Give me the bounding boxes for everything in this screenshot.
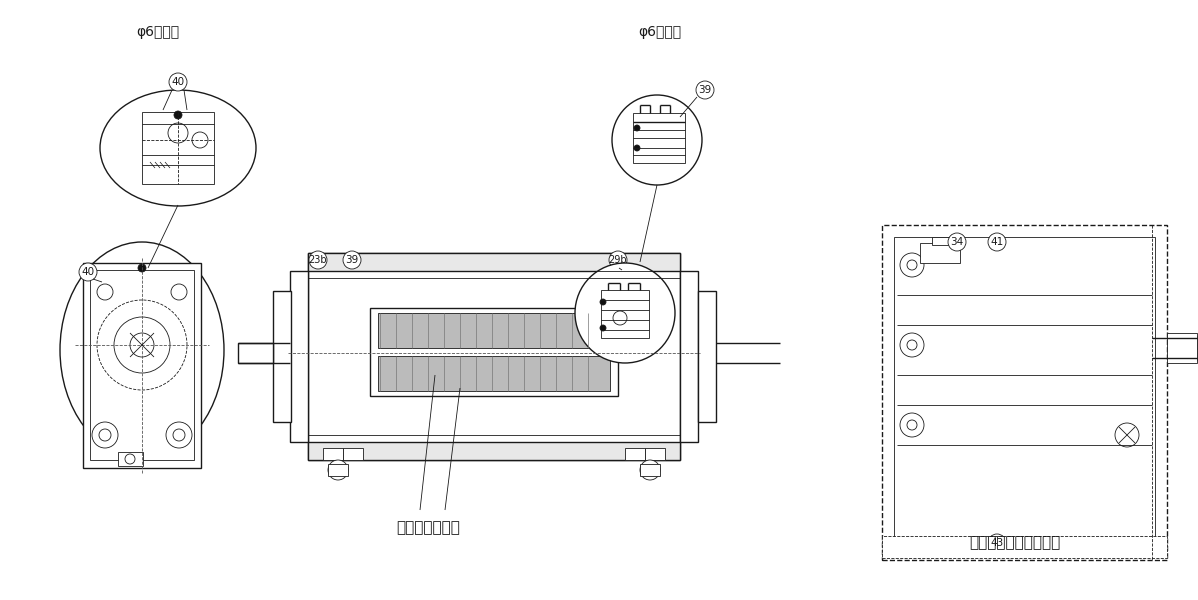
Circle shape bbox=[988, 233, 1006, 251]
Bar bbox=[379, 313, 610, 348]
Circle shape bbox=[174, 111, 182, 119]
Circle shape bbox=[79, 263, 97, 281]
Bar bbox=[625, 448, 645, 460]
Bar bbox=[932, 237, 950, 245]
Bar bbox=[273, 291, 291, 422]
Text: 29b: 29b bbox=[609, 255, 628, 265]
Circle shape bbox=[900, 333, 924, 357]
Circle shape bbox=[328, 460, 347, 480]
Text: 41: 41 bbox=[991, 237, 1004, 247]
Bar bbox=[328, 464, 347, 476]
Bar bbox=[323, 448, 343, 460]
Circle shape bbox=[1115, 423, 1139, 447]
Circle shape bbox=[309, 251, 327, 269]
Bar bbox=[680, 271, 698, 442]
Text: 40: 40 bbox=[171, 77, 184, 87]
Bar bbox=[370, 308, 618, 396]
Bar bbox=[308, 253, 680, 271]
Bar bbox=[633, 113, 685, 163]
Circle shape bbox=[99, 429, 111, 441]
Circle shape bbox=[612, 95, 702, 185]
Circle shape bbox=[907, 260, 916, 270]
Circle shape bbox=[575, 263, 674, 363]
Text: 23b: 23b bbox=[309, 255, 327, 265]
Circle shape bbox=[171, 284, 187, 300]
Bar bbox=[343, 448, 363, 460]
Bar bbox=[143, 112, 214, 184]
Text: 39: 39 bbox=[345, 255, 358, 265]
Bar bbox=[379, 356, 610, 391]
Ellipse shape bbox=[99, 90, 256, 206]
Bar bbox=[640, 464, 660, 476]
Text: φ6の場合: φ6の場合 bbox=[137, 25, 180, 39]
Text: ダンパボルト付: ダンパボルト付 bbox=[397, 520, 460, 535]
Bar bbox=[308, 442, 680, 460]
Circle shape bbox=[907, 340, 916, 350]
Bar bbox=[90, 270, 194, 460]
Circle shape bbox=[131, 333, 155, 357]
Bar bbox=[882, 225, 1167, 560]
Bar bbox=[290, 271, 308, 442]
Circle shape bbox=[173, 429, 184, 441]
Text: ショックアブソーバ付: ショックアブソーバ付 bbox=[969, 535, 1060, 551]
Circle shape bbox=[907, 420, 916, 430]
Circle shape bbox=[343, 251, 361, 269]
Bar bbox=[117, 452, 143, 466]
Text: 43: 43 bbox=[991, 538, 1004, 548]
Bar bbox=[882, 536, 1167, 558]
Bar bbox=[601, 290, 649, 338]
Circle shape bbox=[613, 311, 627, 325]
Text: 39: 39 bbox=[698, 85, 712, 95]
Bar bbox=[920, 243, 960, 263]
Circle shape bbox=[640, 460, 660, 480]
Circle shape bbox=[169, 73, 187, 91]
Circle shape bbox=[988, 534, 1006, 552]
Circle shape bbox=[600, 299, 606, 305]
Bar bbox=[83, 263, 201, 468]
Circle shape bbox=[138, 264, 146, 272]
Circle shape bbox=[609, 251, 627, 269]
Circle shape bbox=[900, 413, 924, 437]
Bar bbox=[698, 291, 716, 422]
Circle shape bbox=[125, 454, 135, 464]
Circle shape bbox=[900, 253, 924, 277]
Bar bbox=[1167, 333, 1197, 363]
Ellipse shape bbox=[60, 242, 224, 458]
Circle shape bbox=[168, 123, 188, 143]
Text: φ6の場合: φ6の場合 bbox=[639, 25, 682, 39]
Circle shape bbox=[167, 422, 192, 448]
Bar bbox=[645, 448, 665, 460]
Circle shape bbox=[114, 317, 170, 373]
Circle shape bbox=[600, 325, 606, 331]
Circle shape bbox=[92, 422, 117, 448]
Circle shape bbox=[634, 145, 640, 151]
Bar bbox=[308, 253, 680, 460]
Circle shape bbox=[192, 132, 208, 148]
Circle shape bbox=[696, 81, 714, 99]
Circle shape bbox=[97, 284, 113, 300]
Bar bbox=[238, 343, 273, 363]
Circle shape bbox=[948, 233, 966, 251]
Text: 40: 40 bbox=[81, 267, 95, 277]
Text: 34: 34 bbox=[950, 237, 963, 247]
Bar bbox=[894, 237, 1155, 548]
Circle shape bbox=[634, 125, 640, 131]
